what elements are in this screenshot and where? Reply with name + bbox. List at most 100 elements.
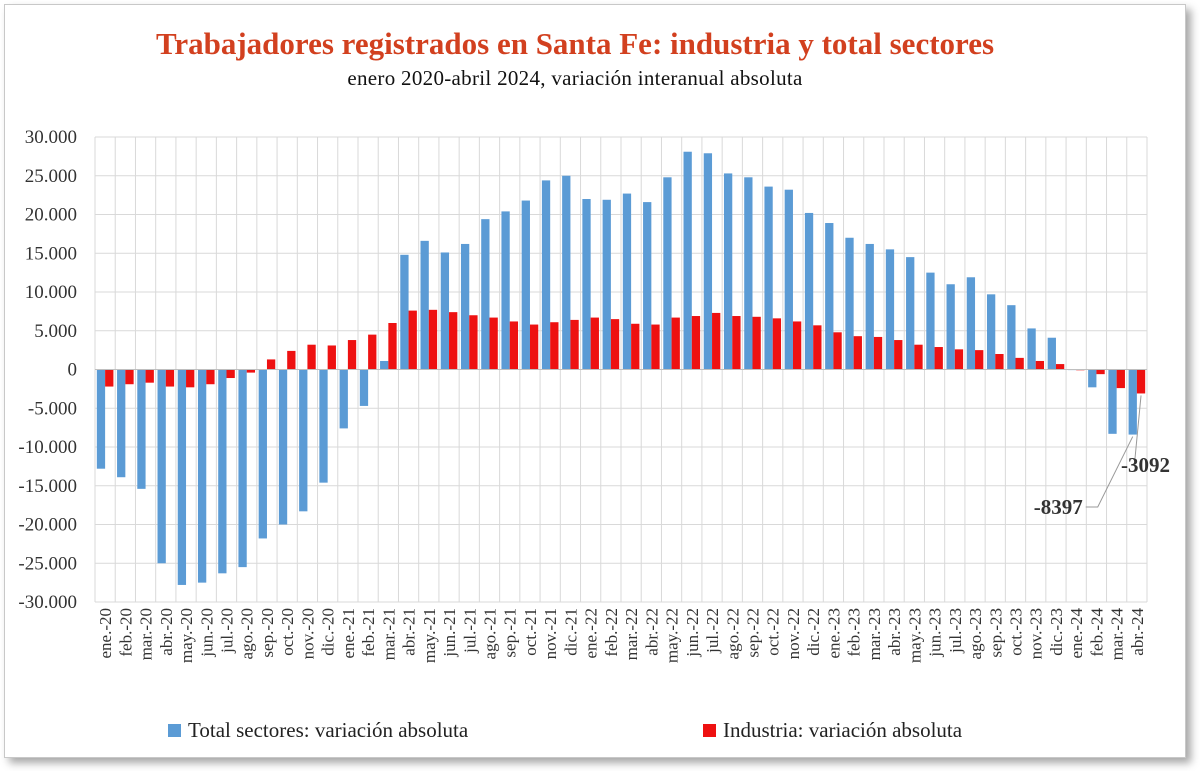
y-tick-label: 25.000 — [25, 166, 77, 187]
x-tick-label: oct.-23 — [1007, 608, 1026, 656]
bar-industria — [1055, 364, 1065, 370]
bar-industria — [1096, 369, 1105, 375]
legend-item-total: Total sectores: variación absoluta — [168, 716, 468, 744]
bar-industria — [428, 309, 438, 370]
x-tick-label: nov.-21 — [541, 608, 560, 659]
bar-industria — [125, 369, 134, 385]
bar-total-sectores — [359, 369, 369, 406]
bar-total-sectores — [339, 369, 348, 429]
bar-total-sectores — [602, 199, 611, 370]
bar-industria — [186, 369, 195, 388]
bar-industria — [266, 359, 276, 370]
bar-industria — [105, 369, 114, 387]
bar-industria — [307, 344, 316, 370]
y-tick-label: 15.000 — [25, 243, 77, 264]
bar-total-sectores — [420, 240, 429, 370]
bar-total-sectores — [562, 175, 571, 370]
bar-industria — [388, 323, 397, 370]
bar-industria — [327, 345, 336, 370]
bar-total-sectores — [1128, 369, 1137, 435]
bar-industria — [934, 347, 943, 370]
x-tick-label: dic.-22 — [804, 608, 823, 656]
bar-total-sectores — [764, 186, 773, 370]
bar-total-sectores — [96, 369, 106, 469]
bar-total-sectores — [643, 202, 652, 370]
x-tick-label: may.-23 — [905, 608, 924, 663]
x-tick-label: dic.-21 — [561, 608, 580, 656]
bar-total-sectores — [906, 257, 915, 370]
x-tick-label: ene.-24 — [1067, 608, 1086, 659]
y-tick-label: -15.000 — [18, 476, 77, 497]
x-tick-label: sep.-23 — [986, 608, 1005, 658]
x-tick-label: oct.-22 — [764, 608, 783, 656]
x-tick-label: feb.-20 — [116, 608, 135, 657]
bar-total-sectores — [663, 177, 672, 370]
bar-total-sectores — [541, 180, 551, 370]
x-tick-label: oct.-20 — [278, 608, 297, 656]
x-tick-label: ene.-22 — [582, 608, 601, 659]
bar-industria — [408, 310, 417, 370]
bar-industria — [813, 325, 822, 370]
bar-industria — [914, 344, 923, 370]
bar-total-sectores — [865, 243, 874, 370]
x-tick-label: abr.-23 — [885, 608, 904, 656]
y-tick-label: 0 — [68, 360, 78, 381]
bar-industria — [772, 318, 782, 370]
bar-industria — [995, 354, 1004, 370]
bar-total-sectores — [946, 284, 955, 370]
x-tick-label: ene.-21 — [339, 608, 358, 659]
bar-industria — [954, 349, 964, 370]
bar-total-sectores — [218, 369, 227, 574]
annotation-label-total: -8397 — [1034, 495, 1083, 519]
bar-total-sectores — [1047, 337, 1056, 370]
bar-total-sectores — [784, 189, 793, 370]
bar-industria — [1116, 369, 1125, 389]
bar-total-sectores — [278, 369, 288, 525]
bar-total-sectores — [1027, 328, 1036, 370]
bar-total-sectores — [966, 277, 976, 370]
x-tick-label: jun.-20 — [197, 608, 216, 658]
x-tick-label: abr.-22 — [642, 608, 661, 656]
x-tick-label: ago.-20 — [238, 608, 257, 659]
legend-swatch-industria — [703, 723, 716, 737]
x-tick-label: jul.-23 — [946, 608, 965, 654]
bar-industria — [550, 322, 559, 370]
bar-total-sectores — [1088, 369, 1097, 388]
bar-industria — [671, 317, 680, 370]
x-tick-label: dic.-23 — [1047, 608, 1066, 656]
x-tick-label: jul.-20 — [218, 608, 237, 654]
x-tick-label: sep.-22 — [744, 608, 763, 658]
x-tick-label: jun.-22 — [683, 608, 702, 658]
bar-total-sectores — [157, 369, 166, 564]
bar-total-sectores — [1007, 305, 1016, 370]
x-tick-label: ene.-20 — [96, 608, 115, 659]
x-tick-label: mar.-24 — [1108, 608, 1127, 661]
x-tick-label: dic.-20 — [319, 608, 338, 656]
bar-total-sectores — [117, 369, 126, 478]
x-tick-label: feb.-22 — [602, 608, 621, 657]
x-tick-label: mar.-22 — [622, 608, 641, 660]
bar-total-sectores — [744, 177, 753, 370]
bar-total-sectores — [703, 153, 713, 370]
x-tick-label: ene.-23 — [824, 608, 843, 659]
x-tick-label: ago.-22 — [723, 608, 742, 659]
chart-subtitle: enero 2020-abril 2024, variación interan… — [347, 66, 803, 90]
bar-industria — [712, 312, 721, 370]
x-tick-label: may.-22 — [663, 608, 682, 663]
bar-industria — [792, 321, 802, 370]
y-tick-label: -10.000 — [18, 437, 77, 458]
y-tick-label: -25.000 — [18, 553, 77, 574]
y-tick-label: 5.000 — [34, 321, 77, 342]
bar-total-sectores — [481, 219, 490, 370]
bar-industria — [752, 316, 761, 370]
x-tick-label: jul.-22 — [703, 608, 722, 654]
x-tick-label: mar.-21 — [379, 608, 398, 660]
bar-total-sectores — [501, 211, 510, 370]
legend-swatch-total — [168, 723, 181, 737]
bar-industria — [975, 350, 984, 370]
bar-industria — [165, 369, 175, 387]
bar-industria — [853, 336, 862, 370]
y-tick-label: 20.000 — [25, 205, 77, 226]
bar-industria — [287, 350, 296, 370]
